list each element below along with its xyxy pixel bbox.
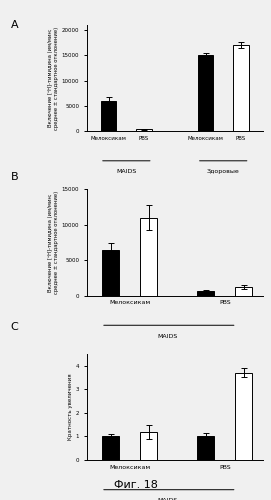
Bar [140, 218, 157, 296]
Bar [235, 287, 252, 296]
Y-axis label: Включение [³H]-тимидина (им/мин;
среднее ± стандартное отклонение): Включение [³H]-тимидина (им/мин; среднее… [48, 191, 59, 294]
Y-axis label: Кратность увеличения: Кратность увеличения [68, 374, 73, 440]
Bar [140, 432, 157, 460]
Text: B: B [11, 172, 18, 182]
Bar [101, 101, 117, 131]
Text: MAIDS: MAIDS [116, 170, 137, 174]
Bar [235, 373, 252, 460]
Text: Здоровые: Здоровые [207, 170, 240, 174]
Text: MAIDS: MAIDS [157, 498, 178, 500]
Text: A: A [11, 20, 18, 30]
Text: MAIDS: MAIDS [157, 334, 178, 338]
Bar [102, 436, 119, 460]
Bar [197, 290, 214, 296]
Bar [197, 436, 214, 460]
Bar [233, 45, 249, 131]
Bar [198, 56, 213, 131]
Y-axis label: Включение [³H]-тимидина (им/мин;
среднее ± стандартное отклонение): Включение [³H]-тимидина (им/мин; среднее… [48, 26, 59, 130]
Bar [102, 250, 119, 296]
Bar [136, 129, 152, 131]
Text: C: C [11, 322, 19, 332]
Text: Фиг. 18: Фиг. 18 [114, 480, 157, 490]
